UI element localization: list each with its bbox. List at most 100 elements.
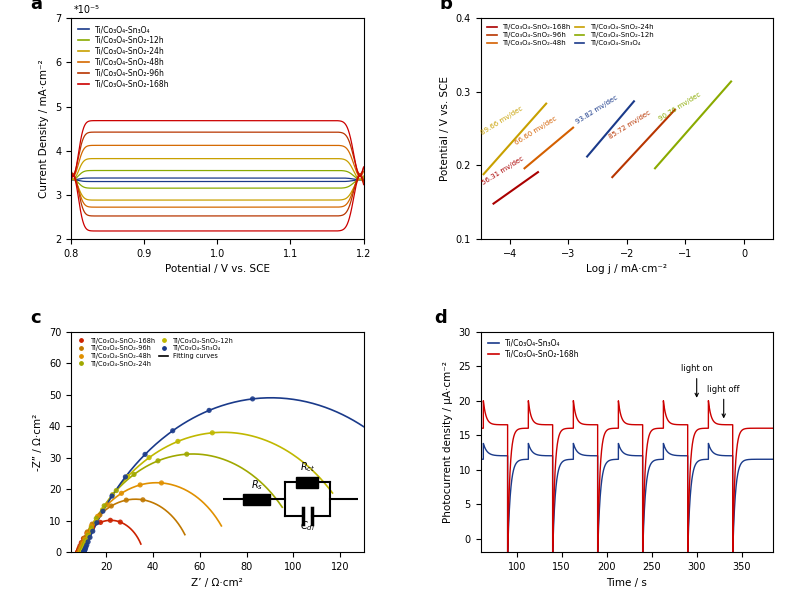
Point	[75, 548, 88, 557]
Point	[82, 537, 95, 547]
Point	[77, 545, 90, 555]
Point	[80, 540, 93, 550]
Point	[74, 548, 87, 557]
Point	[94, 518, 107, 527]
Point	[82, 532, 95, 542]
Point	[72, 547, 84, 557]
Point	[77, 548, 89, 557]
Point	[128, 470, 140, 480]
Point	[81, 527, 94, 537]
Text: b: b	[439, 0, 453, 13]
Point	[74, 547, 87, 557]
Y-axis label: Photocurrent density / μA·cm⁻²: Photocurrent density / μA·cm⁻²	[443, 361, 453, 523]
Point	[181, 449, 193, 459]
Point	[77, 548, 90, 557]
Point	[80, 528, 93, 538]
Point	[72, 548, 84, 557]
Point	[79, 544, 92, 554]
Text: 66.60 mv/dec: 66.60 mv/dec	[514, 115, 558, 146]
Point	[75, 548, 88, 557]
Point	[72, 548, 84, 557]
Point	[77, 548, 90, 557]
Point	[75, 538, 88, 548]
Text: a: a	[30, 0, 42, 13]
Point	[77, 548, 89, 557]
Point	[139, 450, 151, 459]
Point	[115, 489, 128, 498]
Point	[86, 519, 99, 529]
Point	[77, 548, 90, 557]
Point	[143, 453, 155, 463]
Point	[110, 486, 122, 495]
Point	[80, 537, 93, 546]
Point	[155, 478, 168, 488]
Point	[85, 521, 98, 531]
Point	[76, 541, 88, 551]
Point	[74, 548, 87, 557]
Text: 56.31 mv/dec: 56.31 mv/dec	[481, 155, 525, 186]
Point	[120, 495, 133, 505]
Point	[74, 543, 87, 552]
Point	[77, 548, 90, 557]
Point	[73, 544, 85, 554]
Point	[72, 548, 84, 557]
Point	[73, 546, 86, 555]
Point	[78, 547, 91, 557]
Point	[74, 548, 87, 557]
Point	[79, 535, 92, 544]
Y-axis label: Current Density / mA·cm⁻²: Current Density / mA·cm⁻²	[39, 59, 50, 198]
Point	[77, 548, 89, 557]
Point	[74, 548, 87, 557]
Point	[98, 501, 110, 510]
Point	[91, 518, 103, 527]
Point	[106, 491, 118, 501]
Point	[76, 547, 88, 557]
Point	[77, 548, 89, 557]
Point	[77, 547, 89, 557]
Point	[77, 534, 90, 543]
Point	[76, 547, 88, 557]
Point	[73, 548, 85, 557]
Point	[73, 546, 86, 556]
Point	[72, 548, 84, 557]
Point	[74, 548, 87, 557]
Point	[96, 505, 109, 515]
Text: 93.82 mv/dec: 93.82 mv/dec	[575, 95, 619, 126]
Point	[72, 548, 84, 557]
X-axis label: Log j / mA·cm⁻²: Log j / mA·cm⁻²	[586, 264, 667, 274]
Point	[81, 531, 94, 540]
Point	[75, 544, 88, 554]
Point	[78, 547, 91, 557]
Text: light off: light off	[708, 385, 740, 417]
Point	[73, 547, 86, 557]
Point	[76, 543, 88, 553]
Point	[90, 514, 103, 523]
Point	[80, 542, 92, 552]
Point	[73, 548, 85, 557]
Point	[77, 547, 89, 557]
Point	[171, 436, 184, 446]
Point	[75, 546, 88, 555]
Point	[78, 546, 91, 555]
Legend: Ti/Co₃O₄-Sn₃O₄, Ti/Co₃O₄-SnO₂-12h, Ti/Co₃O₄-SnO₂-24h, Ti/Co₃O₄-SnO₂-48h, Ti/Co₃O: Ti/Co₃O₄-Sn₃O₄, Ti/Co₃O₄-SnO₂-12h, Ti/Co…	[75, 22, 173, 92]
Point	[74, 548, 87, 557]
Point	[77, 548, 89, 557]
Legend: Ti/Co₃O₄-SnO₂-168h, Ti/Co₃O₄-SnO₂-96h, Ti/Co₃O₄-SnO₂-48h, Ti/Co₃O₄-SnO₂-24h, Ti/: Ti/Co₃O₄-SnO₂-168h, Ti/Co₃O₄-SnO₂-96h, T…	[74, 335, 237, 369]
Point	[78, 546, 91, 556]
X-axis label: Time / s: Time / s	[607, 578, 647, 588]
Point	[74, 547, 87, 557]
Text: *10⁻⁵: *10⁻⁵	[74, 5, 100, 15]
Point	[77, 546, 89, 556]
Point	[203, 405, 215, 415]
Point	[166, 426, 179, 436]
Point	[77, 548, 90, 557]
Point	[75, 548, 88, 557]
Point	[76, 545, 88, 555]
Point	[86, 523, 99, 532]
Point	[96, 506, 109, 516]
Point	[72, 548, 84, 557]
Point	[73, 548, 85, 557]
Point	[76, 538, 88, 548]
Point	[74, 548, 87, 557]
Point	[77, 544, 89, 554]
